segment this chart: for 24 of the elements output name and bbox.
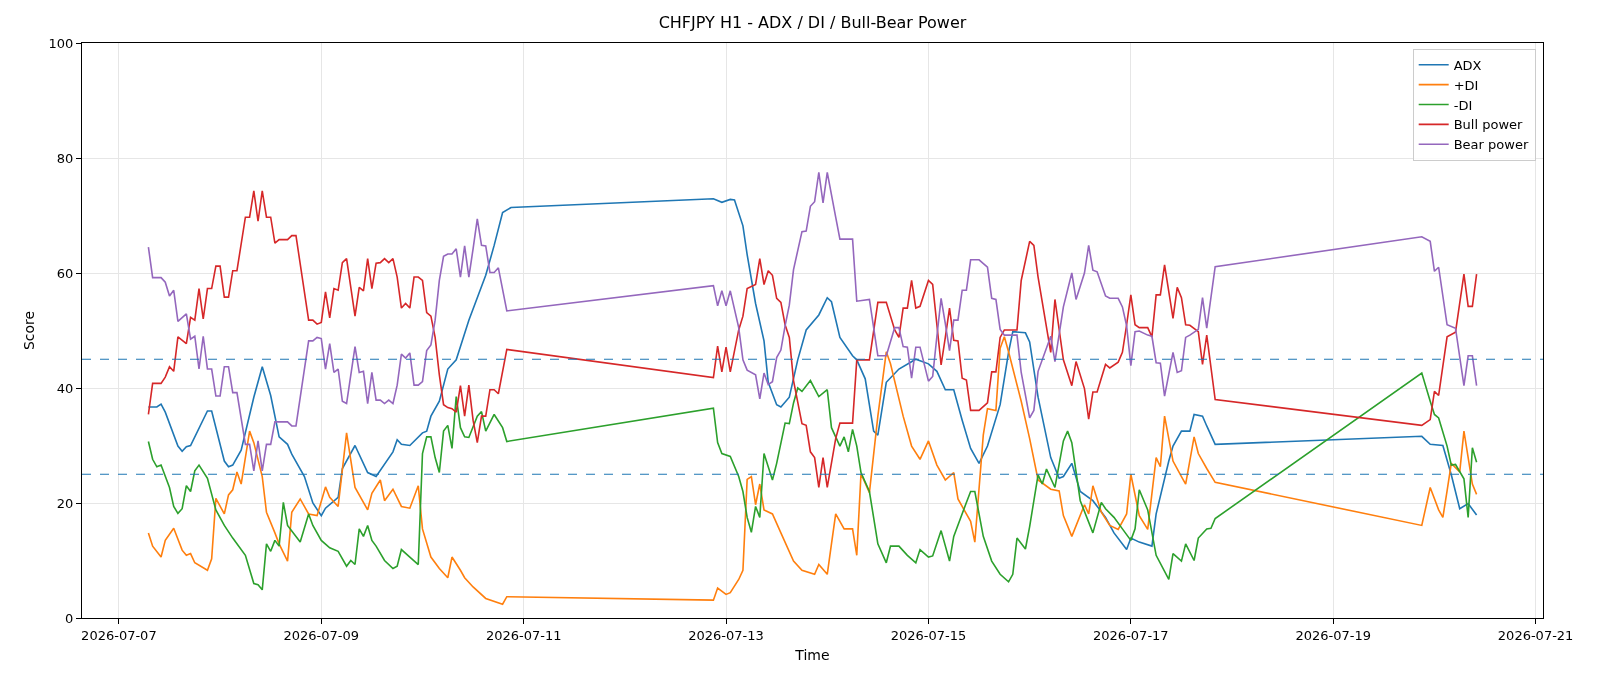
x-tick-label: 2026-07-13 <box>688 627 764 643</box>
x-tick-label: 2026-07-11 <box>485 627 562 643</box>
legend-label: +DI <box>1453 77 1479 93</box>
x-tick-label: 2026-07-15 <box>890 627 967 643</box>
y-tick-label: 100 <box>48 35 74 51</box>
legend-label: Bear power <box>1453 137 1529 153</box>
x-tick-label: 2026-07-21 <box>1497 627 1574 643</box>
y-tick-label: 20 <box>56 495 74 511</box>
legend-label: ADX <box>1453 57 1482 73</box>
x-tick-label: 2026-07-19 <box>1295 627 1372 643</box>
y-tick-label: 0 <box>65 610 74 626</box>
y-tick-label: 60 <box>56 265 74 281</box>
chart-title: CHFJPY H1 - ADX / DI / Bull-Bear Power <box>658 12 967 32</box>
x-axis-title: Time <box>794 646 830 663</box>
legend-label: -DI <box>1453 97 1473 113</box>
line-series <box>147 336 1478 605</box>
x-tick-label: 2026-07-07 <box>81 627 157 643</box>
x-tick-label: 2026-07-17 <box>1093 627 1169 643</box>
x-tick-label: 2026-07-09 <box>283 627 360 643</box>
y-tick-label: 80 <box>56 150 74 166</box>
y-tick-label: 40 <box>56 380 74 396</box>
line-series <box>147 372 1478 591</box>
legend-label: Bull power <box>1453 117 1524 133</box>
y-axis-title: Score <box>21 310 38 351</box>
